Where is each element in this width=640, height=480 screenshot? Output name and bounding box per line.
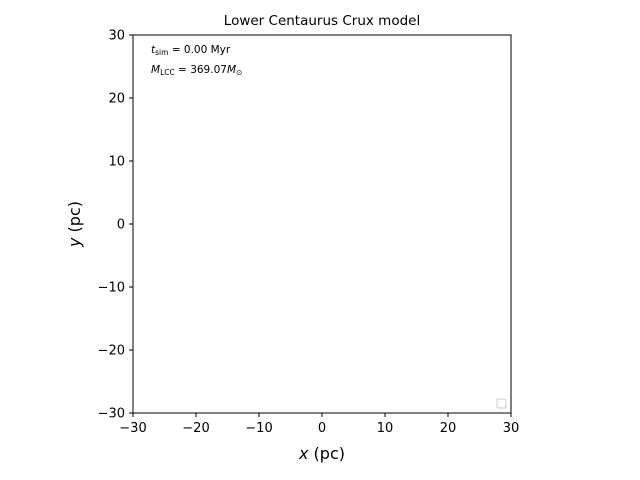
y-tick-label: 0	[117, 218, 125, 233]
y-tick-label: 20	[108, 92, 125, 107]
x-tick-label: 0	[318, 421, 326, 436]
annotation-mass-unit-symbol: M	[227, 64, 236, 76]
legend-box	[496, 398, 507, 409]
annotation-mass-subscript: LCC	[160, 68, 175, 77]
x-tick-label: 30	[503, 421, 520, 436]
annotation-time-symbol: t	[151, 44, 156, 56]
y-tick-label: −20	[98, 344, 125, 359]
annotation-mass: MLCC = 369.07M⊙	[151, 64, 242, 77]
x-tick-label: −30	[119, 421, 146, 436]
annotation-time-subscript: sim	[155, 48, 168, 57]
x-axis-label-var: x	[298, 444, 309, 463]
x-axis-ticks: −30 −20 −10 0 10 20 30	[119, 413, 519, 436]
x-axis-label-unit: (pc)	[308, 444, 345, 463]
y-tick-label: 10	[108, 155, 125, 170]
y-tick-label: 30	[108, 29, 125, 44]
annotation-mass-symbol: M	[151, 64, 160, 76]
x-axis-label: x (pc)	[298, 444, 345, 463]
y-tick-label: −30	[98, 407, 125, 422]
y-axis-ticks: −30 −20 −10 0 10 20 30	[98, 29, 133, 422]
y-tick-label: −10	[98, 281, 125, 296]
y-axis-label-var: y	[65, 237, 84, 248]
x-tick-label: 10	[377, 421, 394, 436]
chart-title: Lower Centaurus Crux model	[224, 13, 420, 29]
annotation-time: tsim = 0.00 Myr	[151, 44, 231, 57]
y-axis-label-unit: (pc)	[65, 201, 84, 238]
annotation-mass-unit-subscript: ⊙	[236, 68, 242, 77]
annotation-mass-value: = 369.07	[175, 64, 227, 76]
x-tick-label: 20	[440, 421, 457, 436]
annotation-time-value: = 0.00 Myr	[168, 44, 230, 56]
plot-area	[133, 35, 511, 413]
y-axis-label: y (pc)	[65, 201, 84, 248]
x-tick-label: −20	[182, 421, 209, 436]
x-tick-label: −10	[245, 421, 272, 436]
